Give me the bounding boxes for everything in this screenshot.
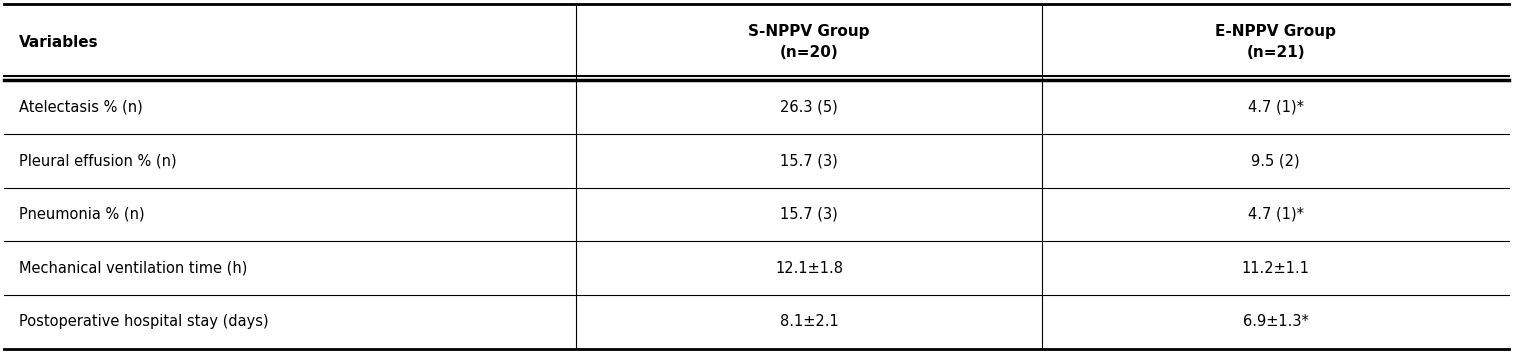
Text: 11.2±1.1: 11.2±1.1 <box>1242 261 1310 276</box>
Text: Pneumonia % (n): Pneumonia % (n) <box>20 207 145 222</box>
Text: 4.7 (1)*: 4.7 (1)* <box>1248 100 1304 114</box>
Text: 8.1±2.1: 8.1±2.1 <box>779 315 838 329</box>
Text: Atelectasis % (n): Atelectasis % (n) <box>20 100 142 114</box>
Text: S-NPPV Group
(n=20): S-NPPV Group (n=20) <box>749 24 870 60</box>
Text: 9.5 (2): 9.5 (2) <box>1251 153 1300 168</box>
Text: 6.9±1.3*: 6.9±1.3* <box>1242 315 1309 329</box>
Text: Mechanical ventilation time (h): Mechanical ventilation time (h) <box>20 261 248 276</box>
Text: Pleural effusion % (n): Pleural effusion % (n) <box>20 153 177 168</box>
Text: 4.7 (1)*: 4.7 (1)* <box>1248 207 1304 222</box>
Text: 26.3 (5): 26.3 (5) <box>781 100 838 114</box>
Text: 12.1±1.8: 12.1±1.8 <box>775 261 843 276</box>
Text: E-NPPV Group
(n=21): E-NPPV Group (n=21) <box>1215 24 1336 60</box>
Text: Postoperative hospital stay (days): Postoperative hospital stay (days) <box>20 315 269 329</box>
Text: 15.7 (3): 15.7 (3) <box>781 153 838 168</box>
Text: Variables: Variables <box>20 35 98 49</box>
Text: 15.7 (3): 15.7 (3) <box>781 207 838 222</box>
